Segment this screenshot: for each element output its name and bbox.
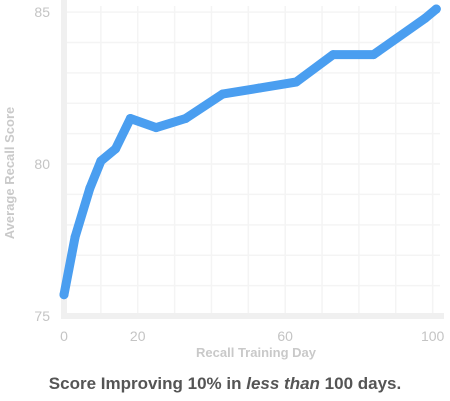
- x-tick-label: 100: [421, 328, 445, 344]
- data-point: [70, 232, 80, 242]
- data-point: [328, 50, 338, 60]
- data-points: [59, 4, 441, 300]
- x-tick-label: 0: [60, 328, 68, 344]
- caption-end: 100 days.: [319, 374, 402, 393]
- x-axis-label: Recall Training Day: [196, 345, 317, 360]
- y-axis-label: Average Recall Score: [2, 107, 17, 239]
- chart-caption: Score Improving 10% in less than 100 day…: [0, 374, 450, 394]
- y-tick-label: 85: [34, 4, 50, 20]
- data-point: [254, 83, 264, 93]
- caption-emphasis: less than: [246, 374, 320, 393]
- x-tick-label: 20: [130, 328, 146, 344]
- data-point: [291, 77, 301, 87]
- y-tick-label: 75: [34, 308, 50, 324]
- grid: [63, 6, 440, 316]
- data-point: [369, 50, 379, 60]
- caption-start: Score Improving 10% in: [48, 374, 247, 393]
- data-point: [85, 183, 95, 193]
- data-point: [431, 4, 441, 14]
- y-tick-labels: 75 80 85: [34, 4, 50, 324]
- data-point: [151, 123, 161, 133]
- y-tick-label: 80: [34, 156, 50, 172]
- data-point: [125, 113, 135, 123]
- data-point: [111, 144, 121, 154]
- x-tick-label: 60: [277, 328, 293, 344]
- data-point: [218, 89, 228, 99]
- series-line: [59, 4, 441, 300]
- data-point: [96, 156, 106, 166]
- data-point: [181, 113, 191, 123]
- data-point: [420, 13, 430, 23]
- x-tick-labels: 0 20 60 100: [60, 328, 444, 344]
- data-point: [59, 290, 69, 300]
